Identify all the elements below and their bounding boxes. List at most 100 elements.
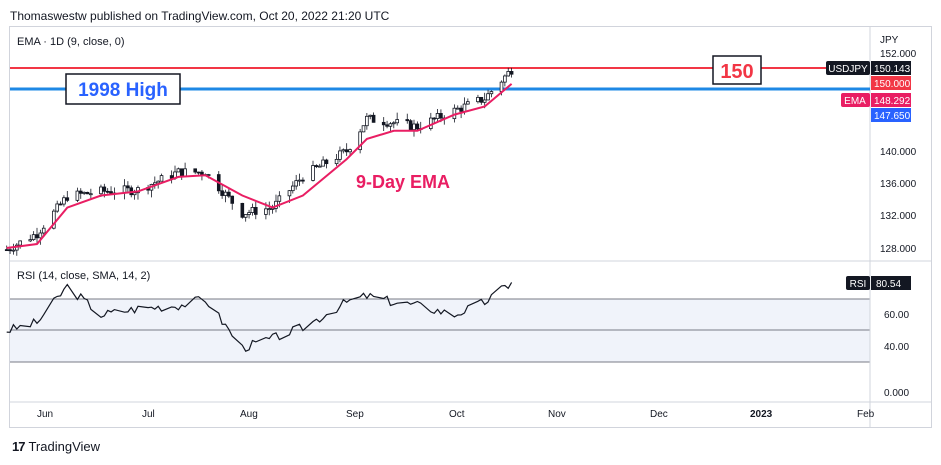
- candle-body[interactable]: [371, 114, 376, 123]
- candle-body[interactable]: [156, 180, 160, 184]
- candle-body[interactable]: [227, 191, 231, 197]
- candle-body[interactable]: [240, 202, 245, 218]
- candle-body[interactable]: [486, 93, 490, 101]
- candle-body[interactable]: [264, 208, 268, 215]
- candle-body[interactable]: [78, 190, 83, 194]
- candle-body[interactable]: [365, 115, 369, 127]
- candle-body[interactable]: [348, 149, 352, 153]
- candle-body[interactable]: [58, 203, 63, 206]
- candle-body[interactable]: [28, 239, 33, 242]
- candle-body[interactable]: [321, 159, 325, 167]
- candle-body[interactable]: [459, 107, 463, 112]
- candle-body[interactable]: [230, 195, 235, 204]
- candle-body[interactable]: [31, 234, 36, 241]
- candle-body[interactable]: [462, 103, 467, 112]
- candle-body[interactable]: [223, 191, 228, 196]
- candle-body[interactable]: [196, 171, 201, 174]
- candle-body[interactable]: [287, 190, 292, 197]
- candle-body[interactable]: [18, 240, 22, 246]
- candle-body[interactable]: [193, 168, 198, 173]
- candle-body[interactable]: [89, 193, 93, 196]
- ema-value-text: 148.292: [874, 96, 911, 107]
- footer-brand[interactable]: 17 TradingView: [12, 439, 100, 454]
- candle-body[interactable]: [62, 197, 66, 205]
- candle-body[interactable]: [52, 210, 56, 229]
- candle-body[interactable]: [314, 165, 319, 168]
- candle-body[interactable]: [408, 120, 413, 131]
- candle-body[interactable]: [253, 207, 258, 215]
- candle-body[interactable]: [395, 119, 399, 124]
- candle-body[interactable]: [311, 165, 315, 181]
- rsi-line[interactable]: [6, 282, 513, 352]
- candle-body[interactable]: [429, 117, 433, 129]
- candle-body[interactable]: [82, 191, 86, 194]
- candle-body[interactable]: [439, 113, 443, 119]
- candle-body[interactable]: [4, 249, 9, 252]
- candle-body[interactable]: [277, 195, 282, 202]
- candle-body[interactable]: [489, 91, 494, 95]
- rsi-indicator-label[interactable]: RSI (14, close, SMA, 14, 2): [17, 270, 150, 282]
- candle-body[interactable]: [105, 190, 110, 193]
- candle-body[interactable]: [11, 249, 16, 252]
- candle-body[interactable]: [317, 165, 322, 168]
- candle-body[interactable]: [243, 214, 248, 218]
- candle-body[interactable]: [132, 192, 137, 196]
- candle-body[interactable]: [8, 249, 12, 252]
- candle-body[interactable]: [176, 168, 181, 173]
- candle-body[interactable]: [415, 123, 420, 130]
- candle-body[interactable]: [41, 227, 46, 234]
- candle-body[interactable]: [368, 114, 373, 117]
- candle-body[interactable]: [85, 191, 90, 195]
- candle-body[interactable]: [391, 122, 396, 125]
- candle-body[interactable]: [297, 179, 302, 182]
- candle-body[interactable]: [466, 101, 470, 105]
- candle-body[interactable]: [179, 168, 184, 177]
- candle-body[interactable]: [291, 185, 295, 192]
- candle-body[interactable]: [75, 190, 80, 201]
- candle-body[interactable]: [220, 190, 224, 196]
- candle-body[interactable]: [55, 203, 59, 212]
- candle-body[interactable]: [358, 131, 362, 151]
- candle-body[interactable]: [126, 185, 130, 189]
- candle-body[interactable]: [381, 121, 386, 126]
- candle-body[interactable]: [506, 71, 511, 77]
- candle-body[interactable]: [102, 186, 107, 192]
- candle-body[interactable]: [338, 150, 342, 160]
- candle-body[interactable]: [183, 168, 187, 177]
- ema-indicator-label[interactable]: EMA · 1D (9, close, 0): [17, 36, 125, 48]
- candle-body[interactable]: [35, 234, 39, 239]
- candle-body[interactable]: [334, 158, 339, 165]
- candle-body[interactable]: [361, 125, 366, 133]
- candle-body[interactable]: [432, 117, 436, 120]
- candle-body[interactable]: [99, 186, 103, 195]
- candle-body[interactable]: [250, 207, 255, 213]
- candle-body[interactable]: [455, 107, 460, 110]
- candle-body[interactable]: [435, 113, 440, 119]
- candle-body[interactable]: [509, 71, 514, 75]
- candle-body[interactable]: [388, 123, 393, 127]
- candle-body[interactable]: [109, 191, 113, 194]
- candle-body[interactable]: [247, 212, 251, 215]
- candle-body[interactable]: [301, 179, 305, 182]
- candle-body[interactable]: [324, 159, 329, 165]
- ema-9-line[interactable]: [6, 83, 513, 249]
- candle-body[interactable]: [200, 171, 204, 176]
- candle-body[interactable]: [206, 174, 211, 176]
- candle-body[interactable]: [38, 232, 43, 239]
- candle-body[interactable]: [65, 197, 70, 201]
- candle-body[interactable]: [341, 149, 346, 152]
- candle-body[interactable]: [476, 96, 480, 103]
- candle-body[interactable]: [499, 81, 504, 92]
- candle-body[interactable]: [405, 119, 410, 122]
- candle-body[interactable]: [385, 124, 389, 127]
- candle-body[interactable]: [294, 180, 298, 187]
- candle-body[interactable]: [267, 208, 272, 211]
- candle-body[interactable]: [159, 175, 164, 182]
- candle-body[interactable]: [344, 149, 349, 153]
- candle-body[interactable]: [482, 99, 487, 103]
- candle-body[interactable]: [479, 96, 484, 103]
- candle-body[interactable]: [503, 75, 507, 83]
- candle-body[interactable]: [412, 123, 416, 131]
- chart-frame[interactable]: [9, 26, 932, 428]
